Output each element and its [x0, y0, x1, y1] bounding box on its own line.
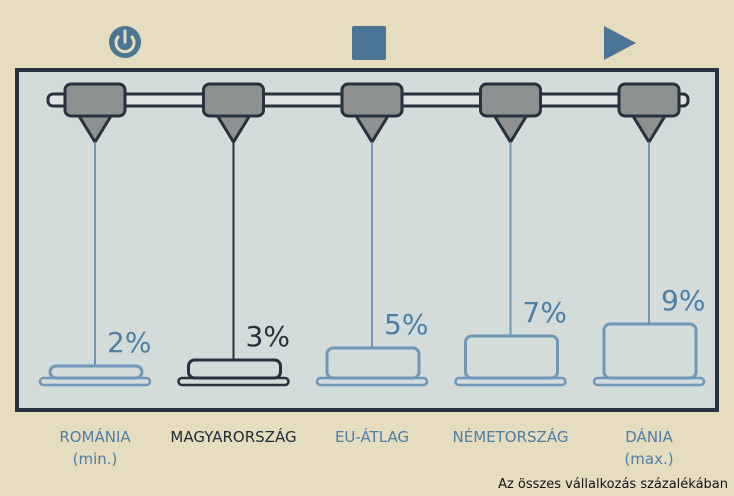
print-head	[619, 84, 679, 116]
value-label: 5%	[384, 308, 428, 341]
print-head	[342, 84, 402, 116]
value-label: 9%	[661, 284, 705, 317]
print-head	[481, 84, 541, 116]
value-label: 7%	[523, 296, 567, 329]
print-head	[65, 84, 125, 116]
value-label: 3%	[246, 320, 290, 353]
category-label: DÁNIA (max.)	[579, 426, 719, 470]
category-label: EU-ÁTLAG	[302, 426, 442, 448]
power-button[interactable]	[109, 26, 141, 58]
stop-button[interactable]	[352, 26, 386, 60]
value-label: 2%	[107, 326, 151, 359]
print-head	[204, 84, 264, 116]
category-label: NÉMETORSZÁG	[441, 426, 581, 448]
play-button[interactable]	[604, 26, 636, 60]
infographic: 2% 3% 5% 7% 9% Az összes vállalkozás százalé…	[0, 0, 734, 496]
category-label: ROMÁNIA (min.)	[25, 426, 165, 470]
category-label: MAGYARORSZÁG	[164, 426, 304, 448]
note: Az összes vállalkozás százalékában	[498, 477, 728, 492]
chart: 2% 3% 5% 7% 9%	[0, 0, 734, 496]
